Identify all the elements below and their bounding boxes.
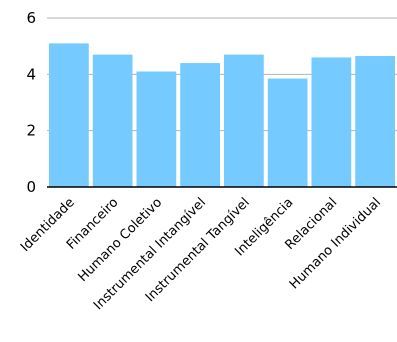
y-tick-label: 2 (26, 122, 36, 140)
y-tick-labels: 0 2 4 6 (26, 9, 36, 196)
bar-humano-individual (355, 56, 395, 188)
bars (49, 43, 395, 188)
y-tick-label: 4 (26, 65, 36, 83)
bar-identidade (49, 43, 89, 187)
y-tick-label: 6 (26, 9, 36, 27)
bar-instrumental-intangível (180, 63, 220, 187)
x-tick-label: Humano Coletivo (75, 195, 165, 285)
bar-instrumental-tangível (224, 54, 264, 187)
y-tick-label: 0 (26, 178, 36, 196)
bar-relacional (311, 57, 352, 187)
bar-inteligência (267, 78, 308, 187)
bar-financeiro (92, 54, 133, 187)
bar-humano-coletivo (136, 71, 177, 187)
